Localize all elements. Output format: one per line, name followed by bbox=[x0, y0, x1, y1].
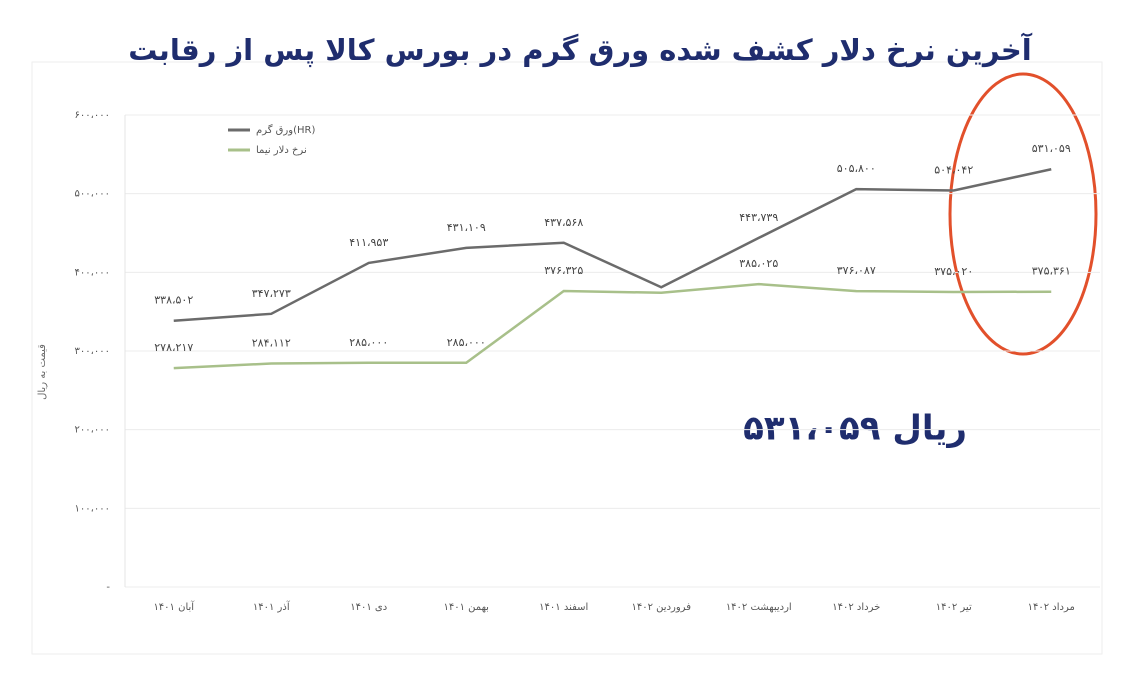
value-label: ۵۰۴،۰۴۲ bbox=[934, 163, 973, 176]
x-tick-label: دی ۱۴۰۱ bbox=[350, 602, 387, 613]
annotation: ۵۳۱،۰۵۹ ریال bbox=[743, 409, 967, 449]
value-label: ۳۷۶،۳۲۵ bbox=[544, 264, 583, 277]
value-label: ۳۸۵،۰۲۵ bbox=[739, 257, 778, 270]
value-label: ۴۱۱،۹۵۳ bbox=[349, 236, 388, 249]
x-tick-label: اسفند ۱۴۰۱ bbox=[539, 602, 588, 613]
value-label: ۳۷۵،۰۲۰ bbox=[934, 265, 973, 278]
chart-title: آخرین نرخ دلار کشف شده ورق گرم در بورس ک… bbox=[128, 32, 1033, 68]
x-tick-label: اردیبهشت ۱۴۰۲ bbox=[726, 602, 792, 613]
y-tick-label: ۶۰۰،۰۰۰ bbox=[75, 110, 110, 121]
legend-label: ورق گرم(HR) bbox=[256, 124, 315, 136]
value-label: ۲۸۵،۰۰۰ bbox=[447, 336, 486, 349]
y-tick-label: - bbox=[106, 582, 110, 593]
value-label: ۲۸۵،۰۰۰ bbox=[349, 336, 388, 349]
value-label: ۳۳۸،۵۰۲ bbox=[154, 294, 193, 307]
series-line bbox=[173, 282, 1052, 370]
y-tick-label: ۳۰۰،۰۰۰ bbox=[75, 346, 110, 357]
series-line bbox=[173, 168, 1052, 322]
value-label: ۴۳۱،۱۰۹ bbox=[447, 221, 486, 234]
x-tick-label: مرداد ۱۴۰۲ bbox=[1028, 602, 1075, 613]
y-tick-label: ۵۰۰،۰۰۰ bbox=[75, 189, 110, 200]
value-label: ۴۳۷،۵۶۸ bbox=[544, 216, 583, 229]
x-tick-label: فروردین ۱۴۰۲ bbox=[632, 602, 692, 613]
value-label: ۵۰۵،۸۰۰ bbox=[837, 162, 876, 175]
x-tick-label: تیر ۱۴۰۲ bbox=[936, 602, 972, 613]
y-tick-label: ۲۰۰،۰۰۰ bbox=[75, 425, 110, 436]
x-tick-label: آبان ۱۴۰۱ bbox=[153, 600, 195, 613]
value-label: ۵۳۱،۰۵۹ bbox=[1032, 142, 1071, 155]
value-label: ۳۷۵،۳۶۱ bbox=[1032, 265, 1071, 278]
value-label: ۴۴۳،۷۳۹ bbox=[739, 211, 778, 224]
value-label: ۳۷۶،۰۸۷ bbox=[837, 264, 876, 277]
value-label: ۲۸۴،۱۱۲ bbox=[252, 336, 291, 349]
highlight-ellipse bbox=[948, 72, 1098, 356]
y-axis-label: قیمت به ریال bbox=[37, 344, 48, 400]
x-tick-label: خرداد ۱۴۰۲ bbox=[832, 602, 880, 613]
x-tick-label: آذر ۱۴۰۱ bbox=[253, 600, 291, 613]
y-tick-label: ۱۰۰،۰۰۰ bbox=[75, 503, 110, 514]
chart-frame bbox=[31, 61, 1103, 655]
x-tick-label: بهمن ۱۴۰۱ bbox=[444, 602, 489, 613]
legend-label: نرخ دلار نیما bbox=[256, 145, 307, 156]
y-tick-label: ۴۰۰،۰۰۰ bbox=[75, 267, 110, 278]
value-label: ۳۴۷،۲۷۳ bbox=[252, 287, 291, 300]
value-label: ۲۷۸،۲۱۷ bbox=[154, 341, 193, 354]
